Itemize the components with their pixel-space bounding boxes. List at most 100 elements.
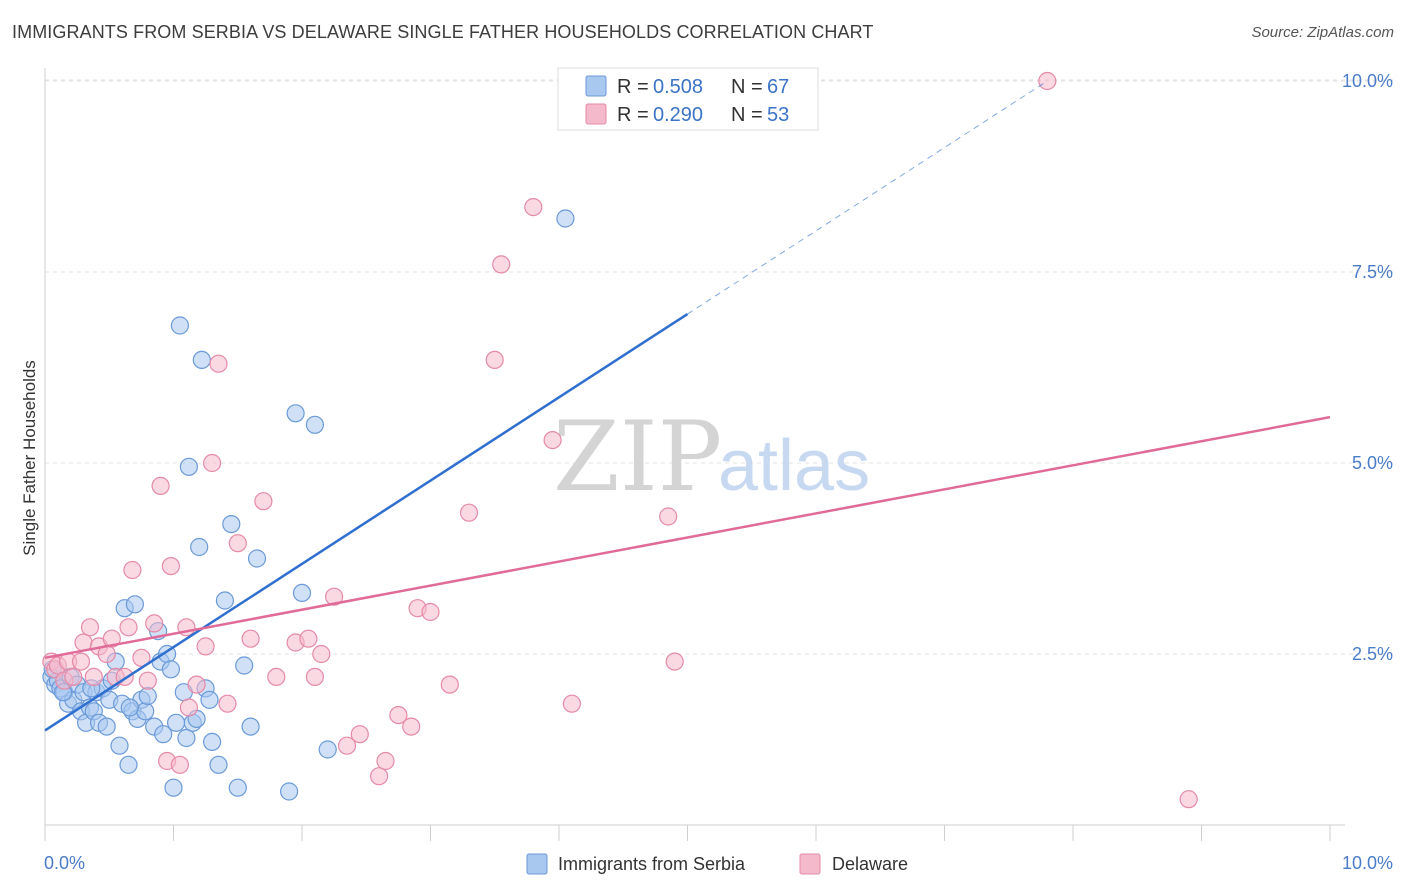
series-legend-label-serbia: Immigrants from Serbia (558, 854, 746, 874)
point-delaware (350, 725, 369, 744)
point-serbia (161, 660, 180, 679)
point-serbia (203, 732, 222, 752)
correlation-legend: R = 0.508 N = 67 R = 0.290 N = 53 (557, 67, 819, 131)
point-delaware (151, 476, 170, 495)
point-serbia (138, 686, 157, 706)
series-legend-swatch-serbia (526, 853, 548, 875)
point-delaware (402, 717, 421, 736)
point-delaware (389, 705, 408, 725)
point-serbia (200, 690, 219, 709)
point-delaware (187, 675, 206, 694)
legend-n-value-1: 67 (767, 76, 789, 98)
point-serbia (119, 755, 138, 774)
point-serbia (120, 698, 139, 717)
legend-n-label-2: N = (731, 104, 763, 126)
point-delaware (161, 556, 180, 576)
y-tick-label: 2.5% (1352, 644, 1393, 664)
series-legend-label-delaware: Delaware (832, 854, 908, 874)
point-delaware (543, 431, 562, 450)
point-serbia (247, 549, 267, 568)
point-delaware (325, 587, 344, 606)
point-serbia (215, 591, 234, 610)
point-serbia (154, 725, 173, 744)
point-delaware (459, 503, 479, 522)
point-delaware (145, 614, 164, 633)
point-delaware (492, 255, 511, 274)
point-delaware (299, 629, 318, 648)
point-delaware (659, 507, 678, 526)
point-delaware (84, 667, 103, 687)
point-serbia (190, 537, 209, 557)
point-delaware (305, 667, 324, 687)
point-delaware (485, 350, 504, 369)
point-delaware (138, 671, 157, 690)
legend-n-label-1: N = (731, 76, 763, 98)
point-delaware (241, 629, 260, 648)
trend-line-delaware (44, 415, 1331, 660)
point-serbia (125, 595, 144, 614)
legend-n-value-2: 53 (767, 104, 789, 126)
axes (44, 68, 1345, 826)
trend-extension-serbia (687, 80, 1048, 315)
x-tick-label-min: 0.0% (44, 853, 85, 873)
point-serbia (177, 728, 196, 748)
chart-title: IMMIGRANTS FROM SERBIA VS DELAWARE SINGL… (12, 22, 874, 42)
point-delaware (228, 534, 247, 553)
point-serbia (97, 717, 116, 736)
point-serbia (241, 717, 260, 736)
point-delaware (64, 667, 83, 687)
data-points (42, 71, 1198, 809)
trend-line-serbia (44, 312, 689, 732)
legend-r-label-1: R = (617, 76, 649, 98)
point-serbia (286, 404, 305, 423)
point-serbia (235, 656, 254, 675)
legend-swatch-delaware (585, 103, 607, 125)
watermark-atlas: atlas (718, 426, 870, 506)
point-delaware (1038, 71, 1057, 91)
point-serbia (209, 755, 228, 774)
point-delaware (337, 736, 357, 755)
point-delaware (179, 698, 198, 717)
trend-lines (44, 80, 1331, 732)
legend-r-value-1: 0.508 (653, 76, 703, 98)
point-delaware (80, 618, 100, 637)
point-delaware (209, 354, 228, 373)
point-delaware (421, 602, 440, 622)
point-serbia (318, 740, 337, 759)
tick-labels: 2.5% 5.0% 7.5% 10.0% 0.0% 10.0% (44, 71, 1393, 873)
watermark-zip: ZIP (553, 401, 722, 513)
legend-r-value-2: 0.290 (653, 104, 703, 126)
point-delaware (132, 648, 151, 667)
x-tick-label-max: 10.0% (1342, 853, 1393, 873)
point-serbia (228, 778, 247, 797)
point-delaware (562, 694, 582, 713)
point-delaware (102, 629, 121, 648)
point-serbia (280, 782, 299, 801)
point-delaware (218, 694, 237, 713)
point-delaware (254, 492, 273, 511)
series-legend: Immigrants from Serbia Delaware (526, 853, 908, 875)
y-tick-label: 5.0% (1352, 453, 1393, 473)
legend-r-label-2: R = (617, 104, 649, 126)
source-credit: Source: ZipAtlas.com (1251, 24, 1394, 41)
point-delaware (524, 198, 543, 217)
y-tick-label: 7.5% (1352, 262, 1393, 282)
y-tick-label: 10.0% (1342, 71, 1393, 91)
point-serbia (136, 702, 155, 721)
point-delaware (71, 652, 91, 671)
point-delaware (119, 618, 138, 637)
point-serbia (170, 316, 189, 335)
point-serbia (164, 778, 183, 797)
point-serbia (179, 457, 198, 476)
point-delaware (123, 560, 142, 580)
point-delaware (203, 453, 222, 473)
series-legend-swatch-delaware (799, 853, 821, 875)
point-delaware (440, 675, 459, 694)
point-delaware (370, 767, 389, 786)
point-delaware (170, 755, 189, 774)
point-delaware (376, 751, 395, 771)
point-delaware (267, 667, 286, 687)
point-serbia (167, 713, 186, 732)
point-serbia (110, 736, 129, 755)
